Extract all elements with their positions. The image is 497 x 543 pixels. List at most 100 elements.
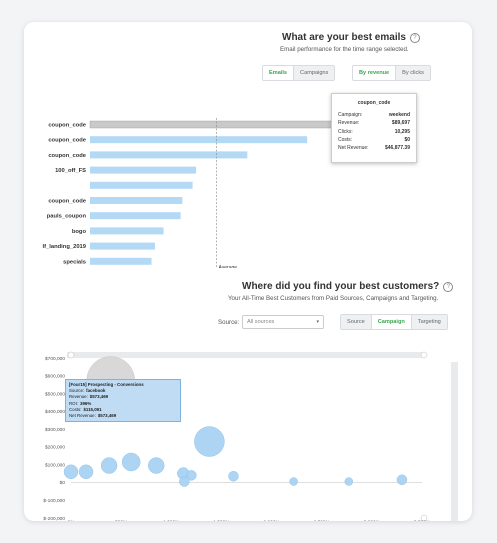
- x-tick-label: 3,500%: [414, 520, 431, 522]
- y-tick-label: $0: [60, 480, 66, 486]
- email-tooltip-value: $0: [404, 136, 410, 143]
- tab-by-clicks[interactable]: By clicks: [396, 66, 430, 80]
- average-label: Average: [219, 265, 238, 268]
- campaign-tooltip-row: Costs: $115,091: [69, 407, 177, 413]
- x-tick-label: 1,500%: [213, 520, 230, 522]
- email-tooltip-key: Clicks:: [338, 128, 353, 135]
- bar: [90, 227, 164, 235]
- customers-title: Where did you find your best customers??: [242, 281, 454, 292]
- emails-bar-chart: coupon_code coupon_code coupon_code 100_off…: [43, 118, 397, 268]
- category-label: coupon_code: [48, 138, 86, 144]
- bar: [90, 197, 183, 204]
- campaign-tooltip: [Four15] Prospecting - Conversions Sourc…: [65, 379, 181, 423]
- category-label: bogo: [72, 229, 87, 235]
- campaign-tooltip-row: Revenue: $573,469: [69, 394, 177, 400]
- category-label: 100_off_FS: [55, 168, 86, 174]
- emails-subtitle: Email performance for the time range sel…: [280, 46, 409, 53]
- bubble: [63, 464, 79, 480]
- email-tooltip-row: Net Revenue: $46,877.39: [338, 145, 410, 151]
- horizontal-scrollbar: [67, 352, 425, 358]
- campaign-tooltip-title: [Four15] Prospecting - Conversions: [69, 382, 144, 387]
- campaign-tooltip-key: Net Revenue:: [69, 413, 96, 419]
- category-label: coupon_code: [48, 123, 86, 129]
- bubble: [194, 426, 225, 457]
- campaign-tooltip-value: 396%: [80, 400, 92, 406]
- campaign-tooltip-key: ROI:: [69, 400, 79, 406]
- bubble: [121, 452, 141, 472]
- y-tick-label: $-100,000: [43, 498, 65, 504]
- email-tooltip-key: Revenue:: [338, 120, 360, 127]
- x-tick-label: 3,000%: [364, 520, 381, 522]
- campaign-tooltip-value: facebook: [86, 388, 106, 394]
- revenue-clicks-toggle: By revenue By clicks: [352, 65, 431, 81]
- x-tick-label: 1,000%: [163, 520, 180, 522]
- tab-by-revenue[interactable]: By revenue: [353, 66, 397, 80]
- source-campaign-targeting-toggle: Source Campaign Targeting: [340, 314, 448, 330]
- bar: [90, 181, 193, 189]
- bubble: [344, 477, 354, 486]
- bubble: [396, 474, 408, 486]
- customers-bubble-chart: $700,000 $600,000 $500,000 $400,000 $300,000…: [43, 351, 458, 522]
- source-label: Source:: [218, 319, 240, 326]
- email-tooltip-value: $89,697: [391, 120, 410, 127]
- bubble: [179, 476, 190, 487]
- email-tooltip-row: Costs: $0: [338, 137, 410, 143]
- campaign-tooltip-row: Net Revenue: $573,469: [69, 413, 177, 419]
- tab-campaign[interactable]: Campaign: [372, 315, 412, 329]
- x-tick-label: 2,500%: [314, 520, 331, 522]
- tab-campaigns[interactable]: Campaigns: [294, 66, 335, 80]
- y-tick-label: $200,000: [45, 445, 65, 451]
- y-tick-label: $-200,000: [43, 516, 65, 521]
- email-tooltip: coupon_code Campaign: weekend Revenue: $89,…: [331, 93, 417, 163]
- source-select[interactable]: All sources ▾: [242, 315, 324, 329]
- email-tooltip-value: $46,877.39: [384, 145, 410, 152]
- category-label: specials: [63, 259, 86, 265]
- tab-targeting[interactable]: Targeting: [411, 315, 447, 329]
- campaign-tooltip-value: $573,469: [97, 413, 117, 419]
- bar: [90, 242, 155, 250]
- scroll-handle: [420, 351, 428, 359]
- bubble: [78, 464, 94, 480]
- bar: [90, 136, 308, 144]
- email-tooltip-row: Clicks: 10,295: [338, 129, 410, 135]
- tab-source[interactable]: Source: [341, 315, 372, 329]
- x-tick-label: 0%: [68, 520, 76, 522]
- email-tooltip-value: weekend: [388, 112, 410, 118]
- y-tick-label: $100,000: [45, 462, 65, 468]
- emails-title: What are your best emails?: [282, 32, 420, 43]
- email-tooltip-row: Campaign: weekend: [338, 112, 410, 118]
- help-icon[interactable]: ?: [409, 33, 420, 43]
- x-tick-label: 500%: [115, 520, 128, 522]
- bubble: [186, 470, 197, 481]
- scroll-handle: [67, 351, 75, 359]
- email-tooltip-key: Costs:: [338, 136, 353, 143]
- email-tooltip-key: Campaign:: [338, 112, 363, 118]
- campaign-tooltip-key: Revenue:: [69, 394, 88, 400]
- y-tick-label: $400,000: [45, 409, 65, 415]
- bubble: [147, 457, 165, 474]
- category-label: pauls_coupon: [47, 214, 87, 220]
- campaign-tooltip-row: Source: facebook: [69, 388, 177, 394]
- y-tick-label: $600,000: [45, 374, 65, 380]
- customers-subtitle: Your All-Time Best Customers from Paid S…: [228, 295, 439, 302]
- category-label: coupon_code: [48, 199, 86, 205]
- email-tooltip-key: Net Revenue:: [338, 145, 369, 152]
- emails-campaigns-toggle: Emails Campaigns: [262, 65, 336, 81]
- bubble: [100, 457, 118, 474]
- tab-emails[interactable]: Emails: [263, 66, 295, 80]
- help-icon[interactable]: ?: [443, 282, 454, 292]
- category-label: lf_landing_2019: [43, 244, 87, 250]
- category-label: coupon_code: [48, 153, 86, 159]
- campaign-tooltip-value: $115,091: [83, 406, 102, 412]
- bubble: [289, 477, 298, 486]
- email-tooltip-value: 10,295: [394, 128, 410, 135]
- campaign-tooltip-value: $573,469: [89, 394, 109, 400]
- scroll-handle: [420, 514, 428, 521]
- bubble: [228, 470, 239, 482]
- campaign-tooltip-key: Source:: [69, 388, 85, 394]
- email-tooltip-title: coupon_code: [357, 100, 391, 106]
- chevron-down-icon: ▾: [316, 319, 319, 325]
- campaign-tooltip-row: ROI: 396%: [69, 401, 177, 407]
- y-tick-label: $300,000: [45, 427, 65, 433]
- y-tick-label: $700,000: [45, 356, 65, 362]
